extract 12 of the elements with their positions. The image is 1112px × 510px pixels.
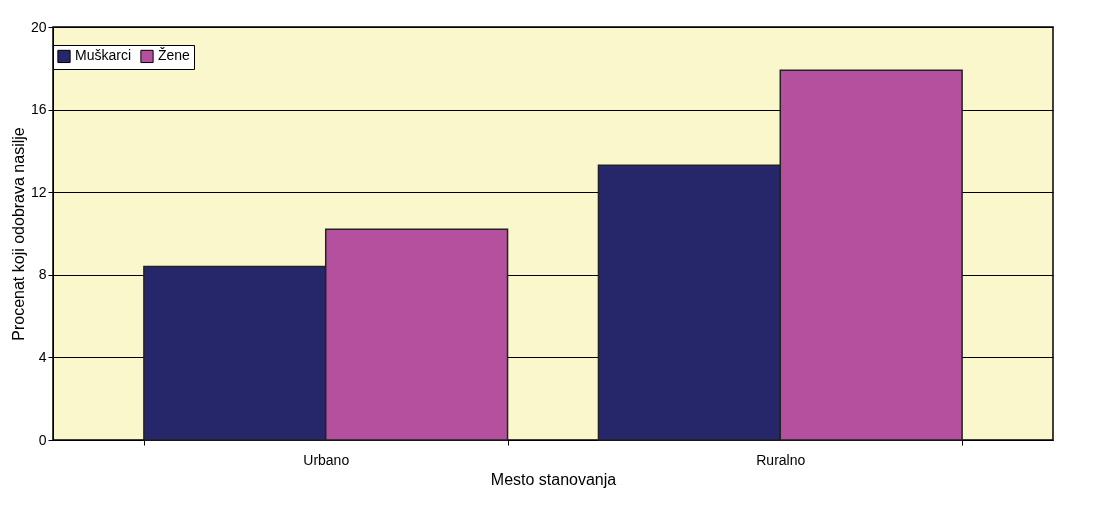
y-axis-title: Procenat koji odobrava nasilje (9, 127, 27, 341)
x-axis-title: Mesto stanovanja (490, 470, 617, 488)
y-tick-label: 8 (38, 266, 47, 283)
x-tick-label: Ruralno (756, 451, 806, 468)
y-tick-label: 4 (38, 348, 47, 365)
y-tick-label: 12 (30, 183, 47, 200)
y-tick-label: 16 (30, 101, 47, 118)
x-tick-label: Urbano (303, 451, 350, 468)
legend-label: Žene (158, 47, 191, 64)
legend-label: Muškarci (75, 47, 132, 64)
y-tick-label: 20 (30, 18, 47, 35)
y-tick-label: 0 (38, 431, 47, 448)
